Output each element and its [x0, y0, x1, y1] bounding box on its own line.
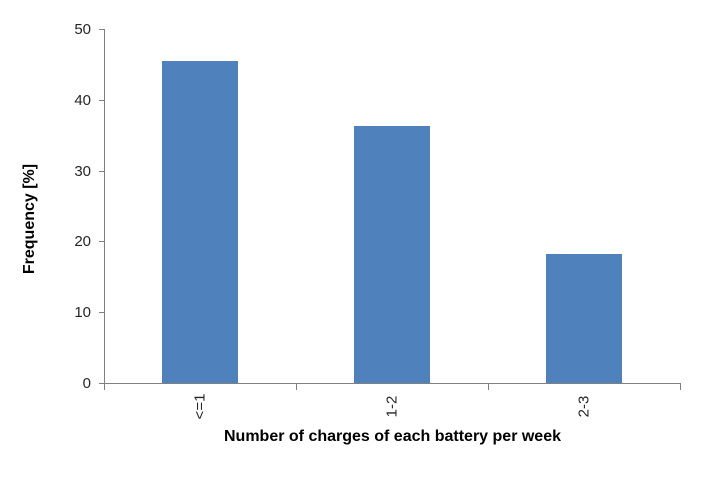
- x-axis-line: [104, 383, 681, 384]
- x-tick-mark: [296, 384, 297, 390]
- bar: [162, 61, 238, 383]
- y-tick-label: 20: [74, 233, 91, 250]
- y-tick-mark: [99, 241, 105, 242]
- y-tick-mark: [99, 383, 105, 384]
- y-tick-label: 0: [82, 375, 91, 392]
- y-tick-label: 40: [74, 92, 91, 109]
- y-tick-mark: [99, 312, 105, 313]
- y-tick-label: 10: [74, 304, 91, 321]
- y-tick-mark: [99, 171, 105, 172]
- x-tick-mark: [680, 384, 681, 390]
- y-axis-line: [104, 29, 105, 384]
- y-tick-label: 50: [74, 21, 91, 38]
- x-tick-mark: [104, 384, 105, 390]
- x-axis-title: Number of charges of each battery per we…: [224, 428, 561, 445]
- x-tick-mark: [488, 384, 489, 390]
- y-tick-mark: [99, 29, 105, 30]
- y-axis-title: Frequency [%]: [21, 163, 38, 275]
- y-tick-mark: [99, 100, 105, 101]
- bar: [354, 126, 430, 383]
- y-tick-label: 30: [74, 163, 91, 180]
- bar: [546, 254, 622, 383]
